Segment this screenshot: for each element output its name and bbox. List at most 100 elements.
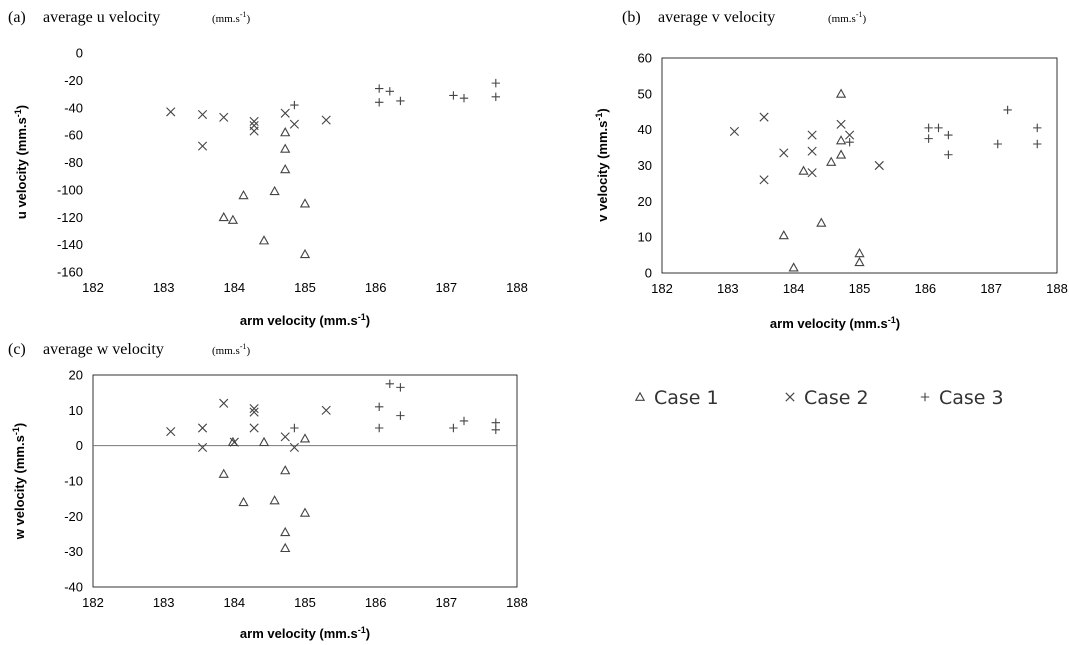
chart-b-ytick-label: 40 xyxy=(638,122,652,137)
panel-b-title-unit: (mm.s-1) xyxy=(828,10,866,25)
chart-a-ytick-label: 0 xyxy=(76,46,83,61)
chart-c-xtick-label: 185 xyxy=(294,595,316,610)
chart-a-triangle-point xyxy=(238,190,249,200)
panel-a-title: average u velocity xyxy=(43,9,160,26)
chart-b-triangle-point xyxy=(835,135,847,145)
chart-b-plus-point xyxy=(924,123,933,133)
chart-a-plus-point xyxy=(449,91,458,100)
legend-plus-icon xyxy=(920,392,930,402)
chart-b-plus-point xyxy=(1003,105,1012,115)
chart-b-triangle-point xyxy=(854,247,865,258)
chart-b-frame xyxy=(661,57,1058,274)
chart-c-triangle-point xyxy=(238,496,249,507)
chart-b: 0 10 20 30 40 50 60 182 183 184 185 186 187 188 arm ve… xyxy=(594,51,1068,332)
chart-c-plus-point xyxy=(449,423,458,433)
chart-a-triangle-point xyxy=(227,214,239,224)
chart-c-xtick-label: 184 xyxy=(223,595,245,610)
chart-a-ytick-label: -100 xyxy=(57,182,83,197)
chart-c-triangle-point xyxy=(218,468,229,478)
chart-b-x-point xyxy=(779,148,789,158)
chart-b-x-point xyxy=(845,130,855,140)
chart-c-x-point xyxy=(197,423,208,433)
chart-c-triangle-point xyxy=(280,526,291,537)
chart-c-plus-point xyxy=(290,423,299,433)
chart-c-plus-point xyxy=(396,411,405,420)
chart-b-y-axis-title: v velocity (mm.s-1) xyxy=(594,108,610,222)
chart-a-plus-point xyxy=(375,84,384,93)
chart-b-x-point xyxy=(729,126,740,137)
chart-a-ytick-label: -120 xyxy=(57,210,83,225)
chart-a-plus-point xyxy=(290,100,299,110)
chart-c: -40 -30 -20 -10 0 10 20 182 183 184 185 186 187 188 ar… xyxy=(11,368,528,642)
chart-c-plus-point xyxy=(375,402,384,411)
chart-c-ytick-label: 20 xyxy=(69,368,83,383)
chart-b-plus-point xyxy=(993,139,1002,149)
chart-b-plus-point xyxy=(944,150,953,159)
chart-b-triangle-point xyxy=(778,230,789,240)
chart-a-triangle-point xyxy=(280,127,291,137)
chart-a-triangle-point xyxy=(269,185,280,196)
chart-c-plus-point xyxy=(385,379,394,389)
chart-b-x-point xyxy=(836,119,846,129)
chart-b-triangle-point xyxy=(788,262,799,272)
chart-a-ytick-label: -60 xyxy=(64,128,83,143)
chart-a-ytick-label: -40 xyxy=(64,100,83,115)
chart-b-ytick-label: 10 xyxy=(638,230,652,245)
chart-a-x-point xyxy=(197,110,208,120)
chart-c-plus-point xyxy=(491,425,500,434)
chart-b-x-point xyxy=(807,146,817,156)
chart-a-ytick-label: -80 xyxy=(64,155,83,170)
chart-c-plus-point xyxy=(396,383,405,392)
chart-b-plus-point xyxy=(1033,123,1042,133)
chart-a-xtick-label: 187 xyxy=(435,280,457,295)
chart-c-triangle-point xyxy=(280,465,291,475)
chart-b-xtick-label: 184 xyxy=(783,281,805,296)
chart-c-plus-point xyxy=(375,423,384,433)
chart-b-xtick-label: 182 xyxy=(651,281,673,296)
chart-b-x-point xyxy=(759,112,769,122)
chart-a-xtick-label: 185 xyxy=(294,280,316,295)
chart-a-triangle-point xyxy=(280,143,291,153)
chart-c-xtick-label: 186 xyxy=(365,595,387,610)
chart-c-triangle-point xyxy=(258,436,270,447)
chart-b-ytick-label: 50 xyxy=(638,86,652,101)
chart-a-ytick-label: -140 xyxy=(57,237,83,252)
chart-b-xtick-label: 183 xyxy=(717,281,739,296)
chart-c-ytick-label: 0 xyxy=(76,438,83,453)
chart-c-x-point xyxy=(166,426,176,437)
chart-c-ytick-label: -40 xyxy=(64,580,83,595)
legend-x-icon xyxy=(785,392,795,402)
chart-b-plus-point xyxy=(845,138,854,147)
chart-b-x-point xyxy=(807,168,817,178)
chart-c-x-point xyxy=(280,432,290,442)
panel-a-title-unit: (mm.s-1) xyxy=(212,10,250,25)
chart-b-xtick-label: 186 xyxy=(914,281,936,296)
chart-a-triangle-point xyxy=(218,211,229,222)
legend-triangle-icon xyxy=(634,391,646,401)
panel-c-title-unit: (mm.s-1) xyxy=(212,342,250,357)
chart-c-triangle-point xyxy=(280,542,291,553)
chart-c-triangle-point xyxy=(299,507,311,517)
chart-a-triangle-point xyxy=(299,248,311,259)
chart-a-xtick-label: 188 xyxy=(506,280,528,295)
chart-a-plus-point xyxy=(396,96,405,106)
chart-a-ytick-label: -160 xyxy=(57,265,83,280)
chart-b-ytick-label: 20 xyxy=(638,194,652,209)
chart-c-xtick-label: 182 xyxy=(82,595,104,610)
chart-b-x-point xyxy=(807,130,817,140)
chart-c-plus-point xyxy=(491,418,500,427)
chart-a-x-axis-title: arm velocity (mm.s-1) xyxy=(240,312,370,328)
chart-a-plus-point xyxy=(491,78,500,88)
chart-b-plus-point xyxy=(934,123,943,133)
chart-c-triangle-point xyxy=(269,495,280,505)
chart-a-x-point xyxy=(219,112,229,122)
chart-a-plus-point xyxy=(459,93,469,103)
legend: Case 1 Case 2 Case 3 xyxy=(634,387,1004,409)
panel-b-label: (b) xyxy=(622,9,641,26)
chart-c-x-point xyxy=(249,423,259,433)
chart-c-ytick-label: 10 xyxy=(69,403,83,418)
chart-b-triangle-point xyxy=(854,256,865,267)
chart-a-xtick-label: 184 xyxy=(223,280,245,295)
chart-b-triangle-point xyxy=(798,165,809,175)
legend-label-3: Case 3 xyxy=(939,387,1004,409)
